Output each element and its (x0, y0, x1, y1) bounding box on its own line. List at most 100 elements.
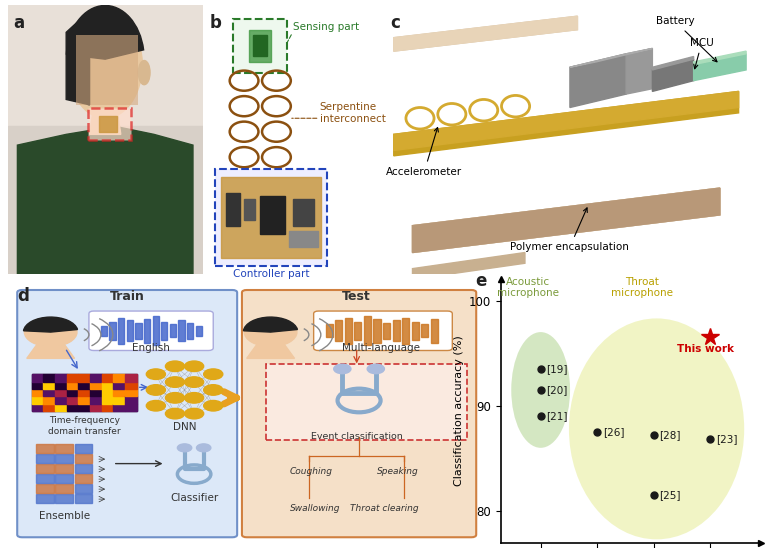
FancyBboxPatch shape (242, 290, 476, 537)
Polygon shape (412, 188, 720, 253)
Bar (113, 404, 125, 411)
Bar (113, 396, 125, 404)
Circle shape (146, 385, 165, 395)
Bar (326, 324, 333, 338)
Text: Coughing: Coughing (290, 467, 333, 476)
Bar (56, 454, 73, 463)
Polygon shape (412, 253, 525, 279)
Bar (78, 374, 90, 381)
Polygon shape (653, 59, 694, 92)
Bar (90, 381, 102, 389)
Circle shape (165, 361, 184, 372)
Polygon shape (570, 48, 653, 67)
Bar (31, 381, 44, 389)
Polygon shape (570, 54, 626, 107)
Circle shape (184, 392, 203, 403)
Text: Classifier: Classifier (170, 493, 218, 503)
Bar (90, 404, 102, 411)
Bar (37, 454, 54, 463)
Polygon shape (90, 107, 121, 134)
Bar (56, 484, 73, 493)
Bar (56, 474, 73, 483)
Polygon shape (246, 345, 295, 358)
Text: [25]: [25] (659, 490, 681, 500)
Bar (99, 116, 117, 132)
Text: b: b (210, 14, 222, 32)
Bar (90, 396, 102, 404)
Bar (37, 474, 54, 483)
Bar (56, 464, 73, 473)
Text: [26]: [26] (603, 427, 624, 437)
Bar (44, 381, 55, 389)
Polygon shape (626, 48, 653, 94)
Polygon shape (412, 188, 720, 253)
Bar (178, 320, 184, 341)
Bar (113, 389, 125, 396)
Bar (67, 396, 78, 404)
Bar (31, 374, 44, 381)
Polygon shape (394, 92, 739, 156)
Bar (90, 389, 102, 396)
Polygon shape (653, 56, 694, 70)
Bar (118, 318, 125, 344)
Bar (78, 404, 90, 411)
Bar (37, 444, 54, 453)
Polygon shape (394, 16, 578, 51)
Bar (345, 318, 352, 344)
Circle shape (367, 364, 384, 374)
Bar (253, 35, 268, 56)
Bar (44, 404, 55, 411)
Text: Polymer encapsulation: Polymer encapsulation (510, 208, 630, 252)
Bar (170, 324, 176, 338)
Bar (161, 322, 168, 340)
Text: [21]: [21] (546, 411, 568, 421)
Ellipse shape (68, 11, 142, 118)
Bar (56, 494, 73, 503)
Text: Throat clearing: Throat clearing (350, 504, 419, 513)
Bar (31, 389, 44, 396)
Bar (44, 389, 55, 396)
Wedge shape (243, 317, 298, 332)
Bar (292, 199, 314, 226)
Bar (75, 484, 92, 493)
Text: d: d (18, 287, 29, 305)
Bar (67, 374, 78, 381)
Circle shape (197, 444, 211, 452)
Bar (109, 322, 116, 340)
Text: [23]: [23] (716, 435, 737, 444)
Bar (412, 322, 419, 340)
Text: [28]: [28] (659, 430, 681, 440)
FancyBboxPatch shape (76, 35, 138, 105)
Text: This work: This work (677, 344, 734, 354)
Wedge shape (67, 5, 144, 59)
Bar (37, 494, 54, 503)
Bar (220, 178, 321, 258)
Text: Throat
microphone: Throat microphone (611, 277, 673, 299)
Ellipse shape (569, 318, 744, 539)
Ellipse shape (511, 332, 570, 448)
Bar (125, 396, 137, 404)
Bar (196, 326, 202, 336)
Bar (31, 396, 44, 404)
Text: c: c (390, 14, 400, 32)
Bar (37, 484, 54, 493)
Text: a: a (14, 14, 24, 32)
Text: Acoustic
microphone: Acoustic microphone (497, 277, 559, 299)
Circle shape (165, 408, 184, 419)
Bar (102, 396, 113, 404)
Bar (101, 326, 107, 336)
FancyBboxPatch shape (233, 19, 287, 73)
Text: Swallowing: Swallowing (290, 504, 340, 513)
Bar (144, 319, 150, 342)
Text: Test: Test (342, 290, 371, 303)
Circle shape (177, 444, 192, 452)
Bar (67, 381, 78, 389)
Circle shape (203, 369, 223, 379)
FancyBboxPatch shape (266, 364, 467, 440)
Text: Train: Train (109, 290, 145, 303)
Bar (392, 320, 399, 341)
Bar (90, 374, 102, 381)
Bar (37, 464, 54, 473)
Text: Battery: Battery (656, 16, 717, 62)
Text: Time-frequency
domain transfer: Time-frequency domain transfer (48, 416, 120, 436)
